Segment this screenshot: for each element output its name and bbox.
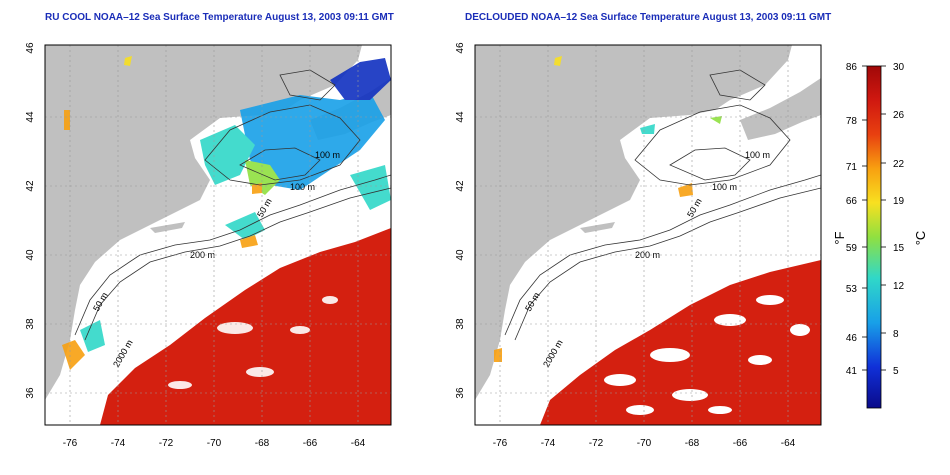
y-tick-label: 46 — [25, 42, 36, 54]
map-title-left: RU COOL NOAA–12 Sea Surface Temperature … — [45, 12, 394, 23]
x-tick-label: -70 — [637, 438, 652, 449]
land-mass-nova-scotia — [740, 78, 821, 140]
x-tick-label: -64 — [351, 438, 366, 449]
y-tick-label: 40 — [455, 249, 466, 261]
x-axis-ticks-left: -76 -74 -72 -70 -68 -66 -64 — [63, 438, 366, 449]
x-axis-ticks-right: -76 -74 -72 -70 -68 -66 -64 — [493, 438, 796, 449]
map-left: 100 m 100 m 50 m 200 m 50 m 2000 m -76 -… — [25, 42, 392, 449]
y-tick-label: 40 — [25, 249, 36, 261]
x-tick-label: -66 — [303, 438, 318, 449]
y-tick-label: 42 — [25, 180, 36, 192]
x-tick-label: -76 — [63, 438, 78, 449]
land-mass-mainland — [45, 45, 362, 400]
y-tick-label: 36 — [455, 387, 466, 399]
fahrenheit-tick-label: 46 — [846, 333, 858, 344]
y-tick-label: 44 — [455, 111, 466, 123]
celsius-tick-label: 30 — [893, 62, 905, 73]
celsius-tick-label: 12 — [893, 281, 905, 292]
contour-label: 200 m — [190, 250, 215, 260]
x-tick-label: -74 — [111, 438, 126, 449]
celsius-tick-label: 5 — [893, 366, 899, 377]
fahrenheit-tick-label: 59 — [846, 243, 858, 254]
map-right: 100 m 100 m 50 m 200 m 50 m 2000 m — [455, 42, 822, 449]
x-tick-label: -72 — [159, 438, 174, 449]
x-tick-label: -76 — [493, 438, 508, 449]
colorbar-gradient — [866, 65, 882, 409]
colorbar: 86 78 71 66 59 53 46 41 30 26 22 19 15 1… — [832, 62, 928, 409]
x-tick-label: -66 — [733, 438, 748, 449]
x-tick-label: -74 — [541, 438, 556, 449]
y-tick-label: 38 — [455, 318, 466, 330]
celsius-tick-label: 8 — [893, 329, 899, 340]
x-tick-label: -68 — [255, 438, 270, 449]
y-axis-ticks-right: 46 44 42 40 38 36 — [455, 42, 466, 399]
fahrenheit-tick-label: 53 — [846, 284, 858, 295]
x-tick-label: -64 — [781, 438, 796, 449]
fahrenheit-tick-label: 86 — [846, 62, 858, 73]
y-tick-label: 38 — [25, 318, 36, 330]
celsius-tick-label: 22 — [893, 159, 905, 170]
land-mass-long-island — [150, 222, 185, 233]
map-frame — [44, 44, 392, 426]
fahrenheit-tick-label: 66 — [846, 196, 858, 207]
y-tick-label: 46 — [455, 42, 466, 54]
fahrenheit-tick-label: 71 — [846, 162, 858, 173]
x-tick-label: -68 — [685, 438, 700, 449]
contour-label: 100 m — [745, 150, 770, 160]
x-tick-label: -72 — [589, 438, 604, 449]
y-tick-label: 42 — [455, 180, 466, 192]
celsius-tick-label: 19 — [893, 196, 905, 207]
contour-label: 100 m — [290, 182, 315, 192]
map-frame — [474, 44, 822, 426]
land-mass-mainland — [475, 45, 792, 400]
celsius-unit-label: °C — [913, 231, 928, 246]
land-mass-long-island — [580, 222, 615, 233]
y-tick-label: 44 — [25, 111, 36, 123]
y-tick-label: 36 — [25, 387, 36, 399]
contour-label: 200 m — [635, 250, 660, 260]
fahrenheit-unit-label: °F — [832, 231, 847, 244]
x-tick-label: -70 — [207, 438, 222, 449]
fahrenheit-tick-label: 78 — [846, 116, 858, 127]
map-title-right: DECLOUDED NOAA–12 Sea Surface Temperatur… — [465, 12, 832, 23]
y-axis-ticks-left: 46 44 42 40 38 36 — [25, 42, 36, 399]
celsius-tick-label: 15 — [893, 243, 905, 254]
contour-label: 100 m — [712, 182, 737, 192]
celsius-tick-label: 26 — [893, 110, 905, 121]
contour-label: 100 m — [315, 150, 340, 160]
fahrenheit-tick-label: 41 — [846, 366, 858, 377]
